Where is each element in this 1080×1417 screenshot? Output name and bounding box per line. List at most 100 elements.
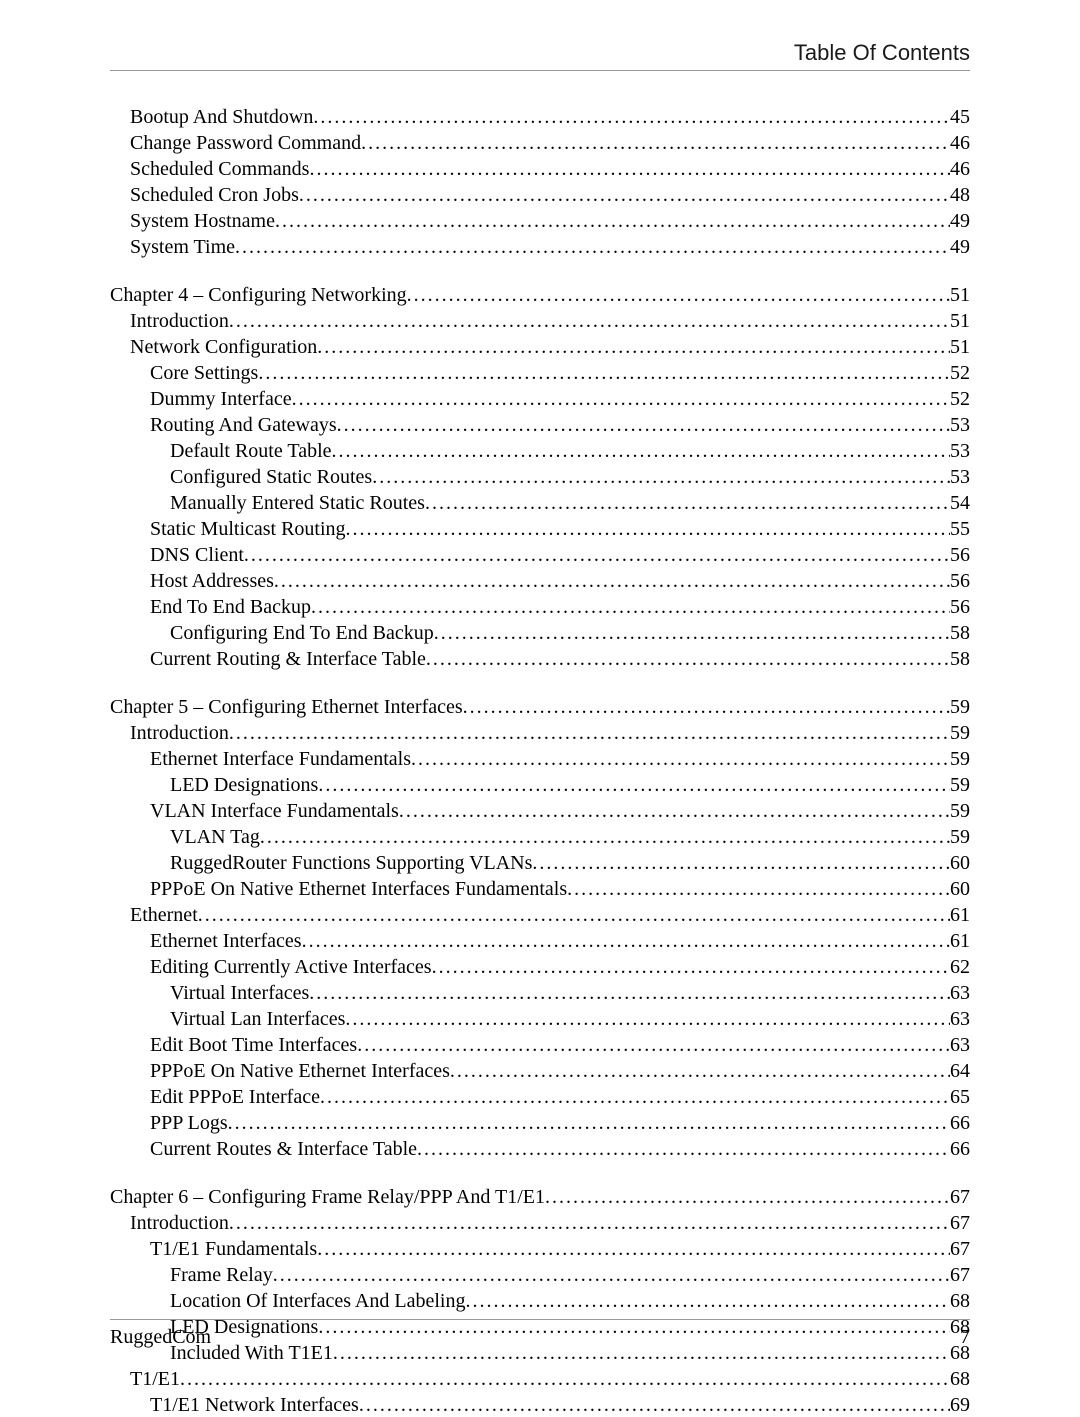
toc-leader-dots <box>235 235 950 259</box>
toc-entry-page: 53 <box>950 413 970 437</box>
toc-entry-label: VLAN Tag <box>170 825 260 849</box>
toc-entry-label: Configured Static Routes <box>170 465 372 489</box>
toc-entry: Ethernet Interfaces61 <box>110 929 970 953</box>
toc-entry: Dummy Interface52 <box>110 387 970 411</box>
toc-entry: Manually Entered Static Routes 54 <box>110 491 970 515</box>
toc-entry: Static Multicast Routing 55 <box>110 517 970 541</box>
toc-entry-page: 53 <box>950 439 970 463</box>
toc-leader-dots <box>346 517 950 541</box>
toc-entry-label: Chapter 4 – Configuring Networking <box>110 283 407 307</box>
toc-leader-dots <box>228 1111 950 1135</box>
toc-entry: Core Settings52 <box>110 361 970 385</box>
toc-entry: Host Addresses56 <box>110 569 970 593</box>
toc-entry-label: Static Multicast Routing <box>150 517 346 541</box>
toc-entry-page: 53 <box>950 465 970 489</box>
toc-entry: Ethernet61 <box>110 903 970 927</box>
toc-entry-page: 58 <box>950 647 970 671</box>
toc-entry-label: Bootup And Shutdown <box>130 105 313 129</box>
toc-entry-label: Scheduled Cron Jobs <box>130 183 299 207</box>
toc-entry: System Hostname49 <box>110 209 970 233</box>
toc-leader-dots <box>567 877 950 901</box>
toc-entry: Ethernet Interface Fundamentals 59 <box>110 747 970 771</box>
toc-entry-label: System Hostname <box>130 209 275 233</box>
toc-entry: Chapter 6 – Configuring Frame Relay/PPP … <box>110 1185 970 1209</box>
toc-entry-label: Location Of Interfaces And Labeling <box>170 1289 465 1313</box>
toc-leader-dots <box>399 799 950 823</box>
toc-entry-label: Default Route Table <box>170 439 332 463</box>
toc-entry-label: Current Routing & Interface Table <box>150 647 426 671</box>
toc-leader-dots <box>302 929 950 953</box>
toc-leader-dots <box>425 491 950 515</box>
toc-entry: End To End Backup 56 <box>110 595 970 619</box>
toc-entry: PPPoE On Native Ethernet Interfaces 64 <box>110 1059 970 1083</box>
toc-entry-page: 66 <box>950 1137 970 1161</box>
toc-leader-dots <box>229 309 950 333</box>
toc-leader-dots <box>320 1085 950 1109</box>
toc-entry-label: Virtual Lan Interfaces <box>170 1007 345 1031</box>
toc-entry-label: Dummy Interface <box>150 387 292 411</box>
toc-entry-label: Current Routes & Interface Table <box>150 1137 417 1161</box>
toc-leader-dots <box>357 1033 950 1057</box>
toc-leader-dots <box>465 1289 950 1313</box>
toc-entry: Introduction51 <box>110 309 970 333</box>
toc-entry: Scheduled Commands 46 <box>110 157 970 181</box>
toc-leader-dots <box>417 1137 950 1161</box>
footer-left: RuggedCom <box>110 1326 211 1349</box>
toc-entry: Configured Static Routes 53 <box>110 465 970 489</box>
toc-leader-dots <box>532 851 950 875</box>
toc-entry-label: VLAN Interface Fundamentals <box>150 799 399 823</box>
toc-leader-dots <box>229 721 950 745</box>
toc-leader-dots <box>275 209 950 233</box>
toc-entry-page: 68 <box>950 1289 970 1313</box>
toc-entry: Frame Relay67 <box>110 1263 970 1287</box>
toc-entry: Default Route Table 53 <box>110 439 970 463</box>
toc-entry: Routing And Gateways 53 <box>110 413 970 437</box>
toc-entry-page: 62 <box>950 955 970 979</box>
toc-entry-label: Core Settings <box>150 361 258 385</box>
toc-entry: DNS Client56 <box>110 543 970 567</box>
toc-entry: PPP Logs66 <box>110 1111 970 1135</box>
toc-entry-label: LED Designations <box>170 773 318 797</box>
toc-entry-page: 56 <box>950 569 970 593</box>
toc-entry: LED Designations 59 <box>110 773 970 797</box>
toc-entry: PPPoE On Native Ethernet Interfaces Fund… <box>110 877 970 901</box>
toc-entry-label: Ethernet Interface Fundamentals <box>150 747 411 771</box>
toc-leader-dots <box>311 595 950 619</box>
toc-entry-page: 63 <box>950 1007 970 1031</box>
toc-entry-label: PPPoE On Native Ethernet Interfaces <box>150 1059 450 1083</box>
toc-entry-label: Routing And Gateways <box>150 413 337 437</box>
toc-entry-page: 59 <box>950 747 970 771</box>
toc-leader-dots <box>292 387 950 411</box>
toc-leader-dots <box>274 569 950 593</box>
toc-entry-page: 56 <box>950 595 970 619</box>
toc-entry: Editing Currently Active Interfaces 62 <box>110 955 970 979</box>
toc-entry-page: 55 <box>950 517 970 541</box>
toc-entry-label: Scheduled Commands <box>130 157 309 181</box>
toc-entry-page: 59 <box>950 721 970 745</box>
toc-entry: Scheduled Cron Jobs 48 <box>110 183 970 207</box>
toc-entry-page: 68 <box>950 1367 970 1391</box>
toc-entry-label: Introduction <box>130 309 229 333</box>
toc-entry-page: 64 <box>950 1059 970 1083</box>
header-title: Table Of Contents <box>110 40 970 66</box>
toc-entry-label: Manually Entered Static Routes <box>170 491 425 515</box>
page-footer: RuggedCom 7 <box>110 1319 970 1349</box>
toc-leader-dots <box>545 1185 950 1209</box>
toc-leader-dots <box>407 283 950 307</box>
toc-entry-label: PPP Logs <box>150 1111 228 1135</box>
toc-entry-page: 67 <box>950 1185 970 1209</box>
toc-leader-dots <box>229 1211 950 1235</box>
toc-leader-dots <box>273 1263 950 1287</box>
toc-entry-page: 51 <box>950 335 970 359</box>
toc-entry: Introduction59 <box>110 721 970 745</box>
toc-entry-page: 67 <box>950 1263 970 1287</box>
toc-leader-dots <box>434 621 950 645</box>
toc-entry-label: System Time <box>130 235 235 259</box>
toc-entry-label: End To End Backup <box>150 595 311 619</box>
toc-entry: Introduction67 <box>110 1211 970 1235</box>
toc-entry: Edit Boot Time Interfaces 63 <box>110 1033 970 1057</box>
toc-leader-dots <box>426 647 950 671</box>
toc-entry-page: 46 <box>950 131 970 155</box>
toc-entry-page: 67 <box>950 1211 970 1235</box>
toc-entry-page: 45 <box>950 105 970 129</box>
